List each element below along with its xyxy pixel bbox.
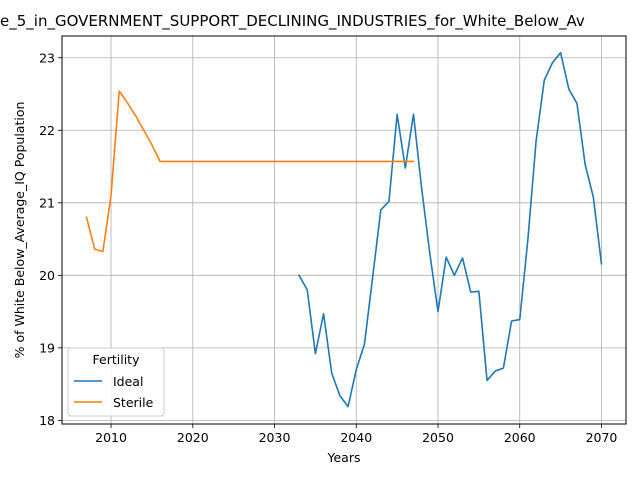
plot-area-frame xyxy=(61,35,627,425)
x-axis-label: Years xyxy=(327,450,361,465)
legend-title: Fertility xyxy=(93,352,141,367)
x-tick-label: 2010 xyxy=(95,430,127,445)
y-tick-label: 23 xyxy=(39,50,55,65)
series-lines xyxy=(85,51,603,408)
y-tick-label: 21 xyxy=(39,195,55,210)
y-tick-label: 19 xyxy=(39,340,55,355)
x-tick-label: 2020 xyxy=(177,430,209,445)
series-line-ideal xyxy=(297,51,603,408)
y-axis-label: % of White Below_Average_IQ Population xyxy=(12,102,27,359)
axis-ticks: 2010 2020 2030 2040 2050 2060 2070 18 19 20 21 22 23 xyxy=(39,50,617,445)
x-tick-label: 2060 xyxy=(504,430,536,445)
series-line-sterile xyxy=(85,90,415,253)
x-tick-label: 2030 xyxy=(259,430,291,445)
legend-label-sterile: Sterile xyxy=(113,395,154,410)
x-tick-label: 2040 xyxy=(340,430,372,445)
y-tick-label: 18 xyxy=(39,413,55,428)
x-tick-label: 2050 xyxy=(422,430,454,445)
chart-title: e_5_in_GOVERNMENT_SUPPORT_DECLINING_INDU… xyxy=(0,12,585,31)
y-tick-label: 20 xyxy=(39,268,55,283)
y-tick-label: 22 xyxy=(39,123,55,138)
legend-box xyxy=(67,347,165,417)
x-tick-label: 2070 xyxy=(586,430,618,445)
legend-label-ideal: Ideal xyxy=(113,374,143,389)
legend: Fertility Ideal Sterile xyxy=(67,347,165,417)
